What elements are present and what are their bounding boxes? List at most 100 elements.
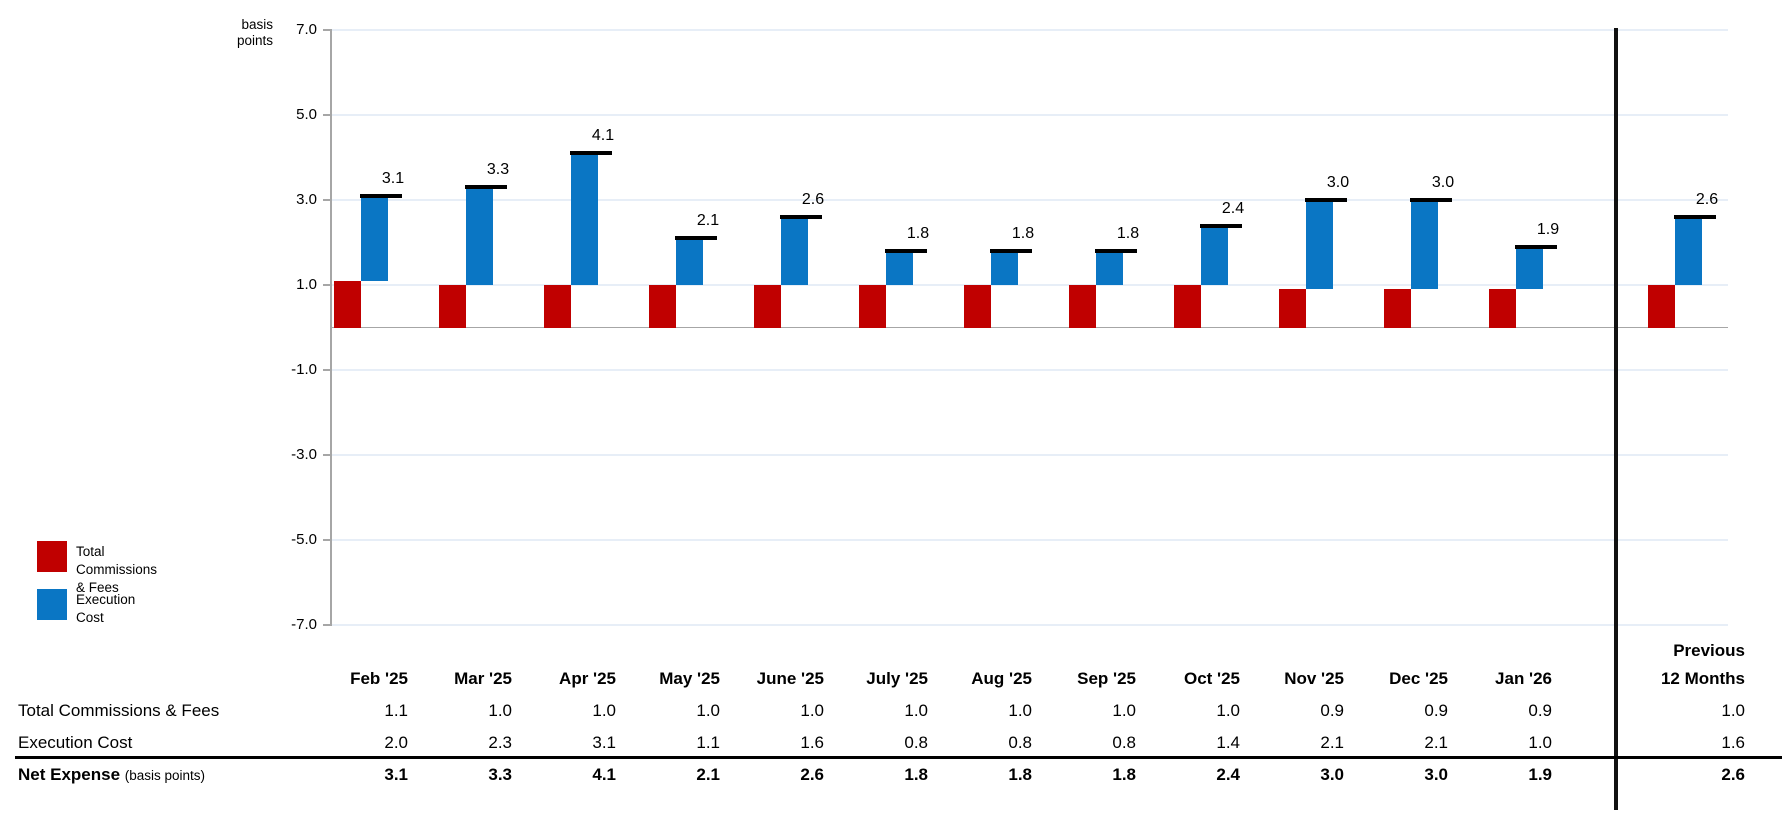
net-expense-cap-marker — [569, 151, 612, 156]
net-expense-cap-marker — [1514, 244, 1557, 249]
y-gridline — [332, 199, 1728, 201]
table-row-label: Execution Cost — [18, 733, 133, 752]
table-cell: 1.6 — [800, 733, 824, 752]
table-cell: 1.0 — [1112, 701, 1136, 720]
net-expense-value-label: 3.3 — [486, 161, 510, 179]
exec-bar — [676, 238, 703, 285]
y-gridline — [332, 29, 1728, 31]
table-column-header: Oct '25 — [1183, 669, 1240, 688]
tcf-bar — [1384, 289, 1411, 328]
exec-bar — [361, 195, 388, 281]
tcf-bar — [1069, 285, 1096, 328]
y-axis-tick — [323, 284, 332, 286]
table-separator-line — [15, 756, 1782, 759]
net-expense-value-label: 2.1 — [696, 212, 720, 230]
exec-bar — [991, 251, 1018, 285]
tcf-bar — [1174, 285, 1201, 328]
table-column-header: Apr '25 — [559, 669, 616, 688]
table-cell: 2.0 — [384, 733, 408, 752]
net-expense-value-label: 1.8 — [1116, 225, 1140, 242]
table-cell: 1.0 — [800, 701, 824, 720]
table-cell: 2.6 — [800, 765, 824, 784]
tcf-bar — [1648, 285, 1675, 328]
y-gridline — [332, 624, 1728, 626]
y-axis-tick-label: 3.0 — [296, 191, 317, 208]
table-cell: 0.9 — [1320, 701, 1344, 720]
y-axis-tick — [323, 114, 332, 116]
net-expense-value-label: 2.6 — [801, 191, 825, 208]
exec-bar — [571, 153, 598, 285]
legend-swatch-execution-cost — [37, 589, 67, 620]
net-expense-cap-marker — [1094, 249, 1137, 253]
table-cell: 3.1 — [384, 765, 408, 784]
table-cell: 0.9 — [1424, 701, 1448, 720]
table-column-header: July '25 — [866, 669, 928, 688]
table-cell: 2.3 — [488, 733, 512, 752]
table-cell: 3.0 — [1424, 765, 1448, 784]
net-expense-value-label: 1.8 — [1011, 225, 1035, 242]
legend-label-execution-line2: Cost — [76, 610, 104, 625]
net-expense-cap-marker — [884, 249, 927, 253]
net-expense-value-label: 2.4 — [1221, 199, 1245, 217]
table-cell: 2.1 — [1320, 733, 1344, 752]
table-row-label: Net Expense (basis points) — [18, 765, 206, 784]
net-expense-value-label: 3.0 — [1431, 174, 1455, 191]
tcf-bar — [1489, 289, 1516, 328]
y-axis-tick — [323, 454, 332, 456]
table-column-header: Sep '25 — [1077, 669, 1136, 688]
y-gridline — [332, 539, 1728, 541]
table-cell: 3.3 — [488, 765, 512, 784]
y-gridline — [332, 454, 1728, 456]
table-cell: 0.8 — [1008, 733, 1032, 752]
y-axis-line — [330, 30, 332, 626]
table-cell: 3.0 — [1320, 765, 1344, 784]
table-cell: 2.1 — [696, 765, 720, 784]
y-axis-tick — [323, 539, 332, 541]
y-axis-tick-label: 1.0 — [296, 276, 317, 293]
table-summary-cell: 2.6 — [1721, 765, 1745, 784]
tcf-bar — [1279, 289, 1306, 328]
y-axis-tick — [323, 369, 332, 371]
table-column-header: Jan '26 — [1495, 669, 1552, 688]
y-gridline — [332, 369, 1728, 371]
table-summary-header-line1: Previous — [1673, 641, 1745, 660]
table-column-header: May '25 — [659, 669, 720, 688]
tcf-bar — [439, 285, 466, 328]
table-column-header: Mar '25 — [454, 669, 512, 688]
net-expense-value-label: 4.1 — [591, 127, 615, 145]
table-column-header: Dec '25 — [1389, 669, 1448, 688]
net-expense-value-label: 2.6 — [1695, 191, 1719, 208]
y-axis-tick-label: -1.0 — [291, 361, 317, 378]
exec-bar — [1306, 200, 1333, 290]
table-cell: 1.8 — [1112, 765, 1136, 784]
table-column-header: June '25 — [756, 669, 824, 688]
y-axis-tick-label: 5.0 — [296, 106, 317, 123]
table-cell: 1.9 — [1528, 765, 1552, 784]
table-summary-header-line2: 12 Months — [1660, 669, 1745, 688]
table-cell: 1.0 — [1216, 701, 1240, 720]
net-expense-cap-marker — [1304, 198, 1347, 202]
y-gridline — [332, 284, 1728, 286]
exec-bar — [1516, 246, 1543, 290]
table-cell: 1.0 — [592, 701, 616, 720]
table-cell: 1.1 — [384, 701, 408, 720]
y-axis-tick — [323, 624, 332, 626]
net-expense-cap-marker — [1199, 223, 1242, 228]
legend-swatch-total-commissions-fees — [37, 541, 67, 572]
y-axis-tick-label: -5.0 — [291, 531, 317, 548]
table-cell: 3.1 — [592, 733, 616, 752]
zero-axis-line — [332, 326, 1728, 329]
table-cell: 0.8 — [1112, 733, 1136, 752]
tcf-bar — [964, 285, 991, 328]
tcf-bar — [544, 285, 571, 328]
table-cell: 0.8 — [904, 733, 928, 752]
table-summary-cell: 1.0 — [1721, 701, 1745, 720]
net-expense-value-label: 1.9 — [1536, 220, 1560, 238]
net-expense-cap-marker — [359, 193, 402, 198]
net-expense-cap-marker — [674, 236, 717, 241]
table-column-header: Aug '25 — [971, 669, 1032, 688]
table-cell: 1.0 — [488, 701, 512, 720]
table-cell: 1.0 — [904, 701, 928, 720]
tcf-bar — [754, 285, 781, 328]
y-axis-tick — [323, 29, 332, 31]
